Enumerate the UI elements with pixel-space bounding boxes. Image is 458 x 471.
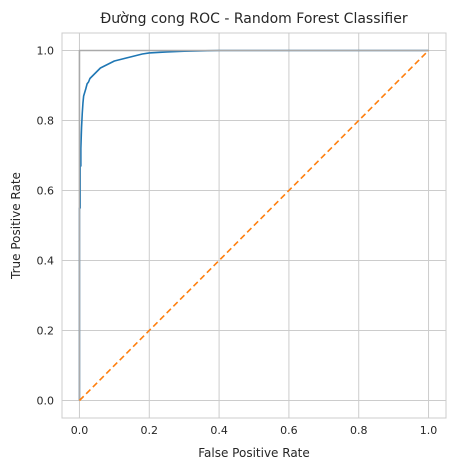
series-line-2 (78, 49, 430, 402)
x-tick-label: 0.2 (141, 424, 159, 437)
x-tick-label: 0.8 (350, 424, 368, 437)
y-axis-label: True Positive Rate (9, 172, 23, 280)
y-tick-label: 0.8 (37, 115, 55, 128)
x-tick-label: 0.0 (71, 424, 89, 437)
plot-border (61, 32, 447, 419)
x-axis-label: False Positive Rate (198, 446, 310, 460)
series-line-0 (78, 49, 429, 401)
y-tick-label: 0.4 (37, 255, 55, 268)
y-tick-label: 0.2 (37, 325, 55, 338)
y-tick-label: 0.6 (37, 185, 55, 198)
y-tick-labels: 0.0 0.2 0.4 0.6 0.8 1.0 (37, 45, 55, 408)
x-tick-label: 0.6 (280, 424, 298, 437)
series-line-1 (78, 49, 429, 401)
x-tick-label: 0.4 (210, 424, 228, 437)
y-tick-label: 0.0 (37, 395, 55, 408)
chart-title: Đường cong ROC - Random Forest Classifie… (100, 11, 407, 27)
series-layer (78, 49, 430, 402)
y-tick-label: 1.0 (37, 45, 55, 58)
x-tick-labels: 0.0 0.2 0.4 0.6 0.8 1.0 (71, 424, 438, 437)
x-tick-label: 1.0 (420, 424, 438, 437)
